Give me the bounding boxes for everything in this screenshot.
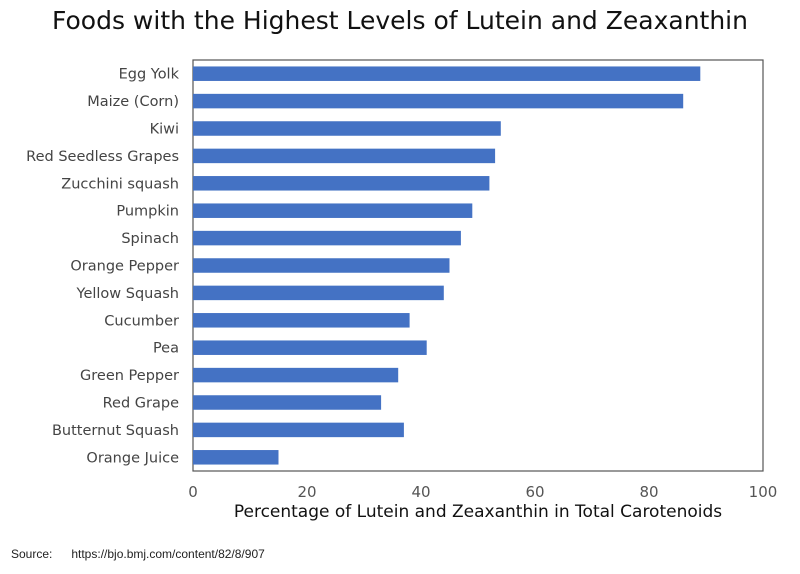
- y-tick-label: Red Seedless Grapes: [26, 149, 179, 165]
- bar-maize-corn: [193, 93, 684, 109]
- y-tick-label: Orange Pepper: [70, 259, 179, 275]
- y-tick-label: Green Pepper: [80, 368, 179, 384]
- x-tick-label: 60: [525, 483, 544, 501]
- x-tick-label: 40: [411, 483, 430, 501]
- source-link[interactable]: https://bjo.bmj.com/content/82/8/907: [71, 547, 265, 561]
- bar-cucumber: [193, 313, 410, 328]
- bar-red-seedless-grapes: [193, 148, 496, 164]
- bar-pea: [193, 340, 427, 355]
- y-tick-label: Zucchini squash: [61, 176, 179, 192]
- source-label: Source:: [11, 547, 53, 561]
- bar-egg-yolk: [193, 66, 701, 81]
- x-tick-label: 100: [749, 483, 778, 501]
- bar-yellow-squash: [193, 285, 444, 301]
- y-tick-label: Orange Juice: [86, 450, 179, 466]
- y-tick-label: Yellow Squash: [76, 286, 179, 302]
- chart-title: Foods with the Highest Levels of Lutein …: [52, 6, 748, 35]
- y-tick-label: Kiwi: [150, 122, 179, 138]
- y-tick-label: Pumpkin: [116, 204, 179, 220]
- bar-pumpkin: [193, 203, 473, 218]
- bar-zucchini-squash: [193, 176, 490, 191]
- y-tick-label: Pea: [153, 341, 179, 357]
- y-tick-label: Spinach: [121, 231, 179, 247]
- x-tick-label: 80: [639, 483, 658, 501]
- y-tick-label: Cucumber: [104, 313, 179, 329]
- bar-orange-pepper: [193, 258, 450, 273]
- bar-red-grape: [193, 395, 382, 410]
- y-tick-label: Egg Yolk: [119, 67, 180, 83]
- bar-butternut-squash: [193, 422, 404, 438]
- y-tick-label: Red Grape: [103, 396, 179, 412]
- source-note: Source: https://bjo.bmj.com/content/82/8…: [11, 547, 265, 561]
- y-tick-label: Butternut Squash: [52, 423, 179, 439]
- bar-kiwi: [193, 121, 501, 136]
- x-tick-label: 0: [188, 483, 198, 501]
- bar-green-pepper: [193, 367, 399, 383]
- bar-spinach: [193, 230, 461, 246]
- x-tick-label: 20: [297, 483, 316, 501]
- y-tick-label: Maize (Corn): [87, 94, 179, 110]
- x-axis-label: Percentage of Lutein and Zeaxanthin in T…: [233, 502, 723, 522]
- bar-orange-juice: [193, 450, 279, 465]
